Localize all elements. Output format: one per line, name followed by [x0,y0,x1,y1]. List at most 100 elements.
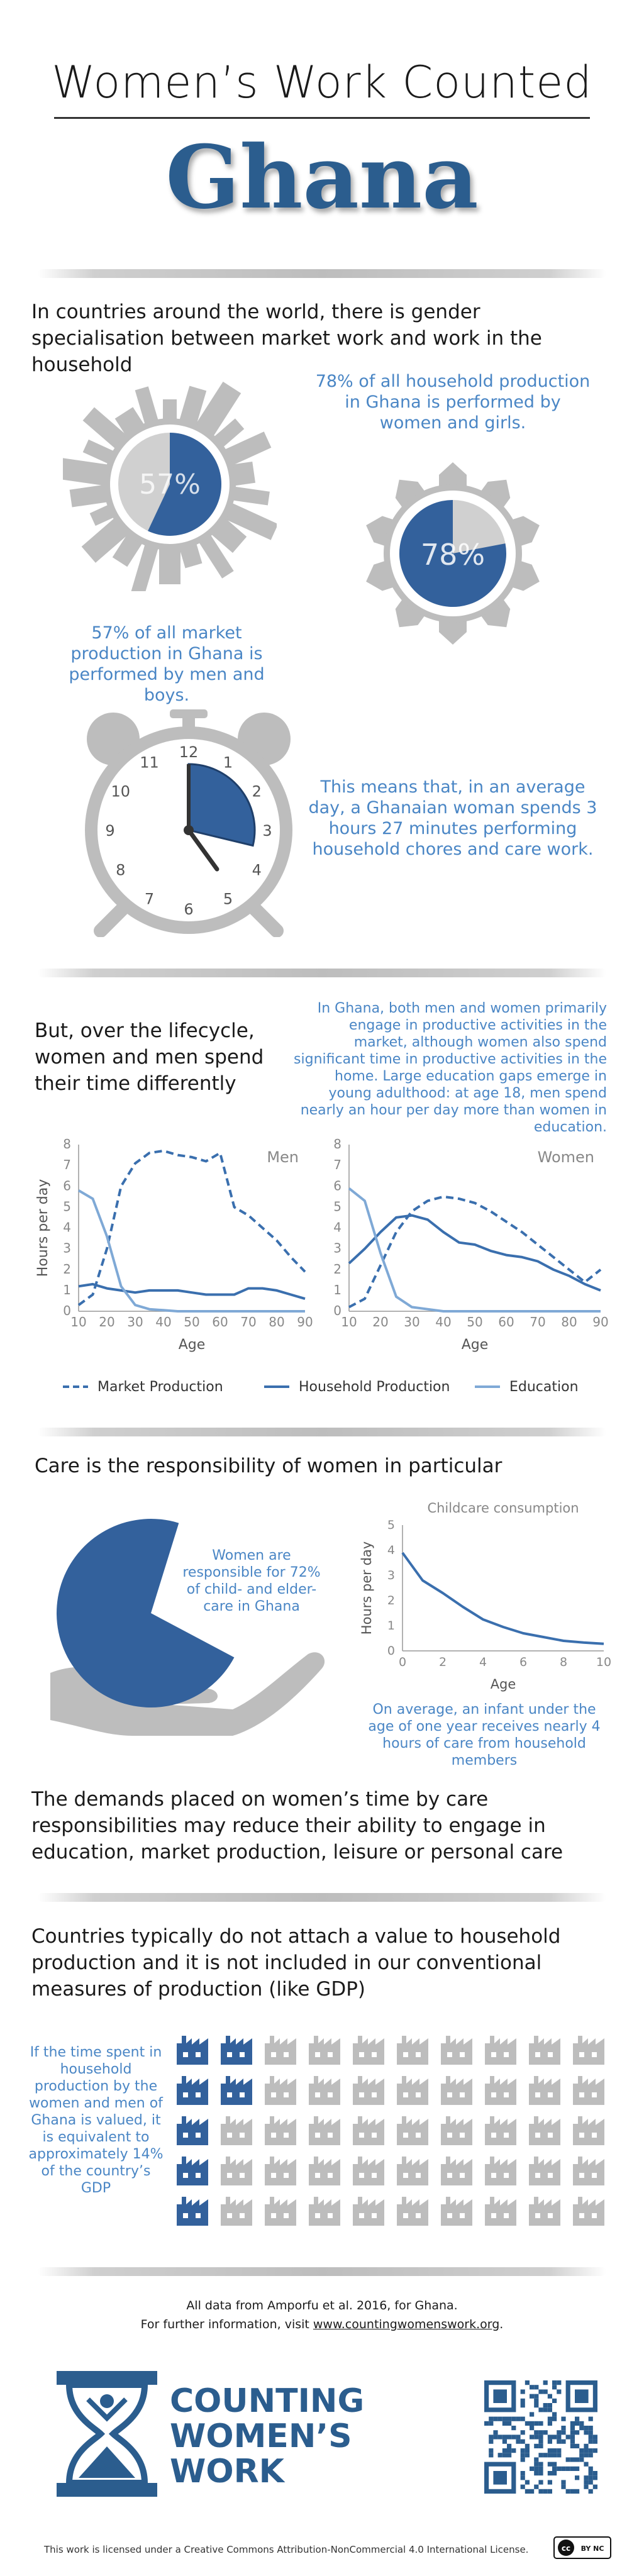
factory-icon [309,2036,340,2065]
divider-brush-4 [38,1893,606,1902]
factory-icon [529,2157,560,2185]
x-tick-label: 80 [561,1314,577,1330]
factory-icon [221,2116,252,2145]
legend-market-label: Market Production [97,1379,223,1395]
factory-icon [265,2116,296,2145]
x-tick-label: 30 [404,1314,419,1330]
factory-icon [265,2036,296,2065]
market-caption: 57% of all market production in Ghana is… [69,623,265,705]
clock-number: 3 [262,822,272,840]
factory-icon [265,2197,296,2226]
y-tick-label: 4 [333,1220,341,1235]
x-axis-label: Age [179,1337,206,1353]
factory-icon [441,2197,472,2226]
clock-number: 7 [145,890,154,908]
hourglass-logo-icon [57,2371,157,2497]
intro-text: In countries around the world, there is … [31,301,542,376]
factory-icon [573,2036,604,2065]
chart-legend: Market Production Household Production E… [63,1379,579,1395]
care-pie-slice [57,1519,235,1707]
clock-number: 2 [252,783,262,801]
building-icon [217,499,277,540]
country-name: Ghana [165,126,479,228]
factory-icon [177,2116,208,2145]
factory-icon [573,2116,604,2145]
title-divider [54,117,590,119]
factory-icon [529,2036,560,2065]
factory-icon [441,2157,472,2185]
y-tick-label: 2 [333,1262,341,1277]
men-time-chart: 10 20 30 40 50 60 70 80 90 0 1 2 3 4 5 6 7 8 Men Age Hours p… [35,1136,313,1353]
x-tick-label: 50 [184,1314,199,1330]
series-line-household-production [348,1214,601,1292]
website-link[interactable]: www.countingwomenswork.org [313,2318,500,2331]
factory-icon [309,2197,340,2226]
more-info-suffix: . [499,2318,504,2331]
series-line-household-production [78,1282,306,1301]
factory-icon [353,2197,384,2226]
women-time-chart: 10 20 30 40 50 60 70 80 90 0 1 2 3 4 5 6 7 8 Women Age [333,1136,608,1353]
x-axis-label: Age [462,1337,489,1353]
building-icon [224,485,270,506]
x-tick-label: 90 [592,1314,608,1330]
factory-icon [353,2076,384,2105]
qr-code-icon[interactable] [484,2380,597,2494]
chart-title: Women [538,1148,594,1166]
factory-icon [353,2036,384,2065]
factory-icon [397,2116,428,2145]
clock-number: 10 [111,783,130,801]
license-text: This work is licensed under a Creative C… [44,2544,529,2555]
care-heading: Care is the responsibility of women in p… [35,1455,502,1477]
x-tick-label: 40 [155,1314,171,1330]
y-tick-label: 5 [333,1199,341,1214]
x-tick-label: 8 [560,1655,567,1669]
market-pie-label: 57% [139,469,201,501]
y-tick-label: 8 [333,1136,341,1152]
series-line-education [348,1187,601,1313]
childcare-chart: 0 2 4 6 8 10 0 1 2 3 4 5 Childcare consumption Age Hou… [359,1501,611,1692]
y-tick-label: 1 [387,1619,395,1633]
y-tick-label: 8 [63,1136,71,1152]
factory-icon [177,2076,208,2105]
x-axis-label: Age [491,1677,516,1692]
y-tick-label: 5 [63,1199,71,1214]
factory-icon [397,2197,428,2226]
care-demands-text: The demands placed on women’s time by ca… [31,1788,564,1863]
factory-icon [309,2116,340,2145]
clock-number: 5 [223,890,233,908]
logo-line-2: WOMEN’S [170,2418,352,2455]
factory-icon [573,2197,604,2226]
factory-icon [573,2076,604,2105]
series-line-market-production [77,1149,306,1306]
x-tick-label: 2 [439,1655,447,1669]
y-axis-label: Hours per day [359,1541,374,1635]
series-line-market-production [348,1195,602,1309]
clock-caption: This means that, in an average day, a Gh… [308,777,597,859]
factory-icon [397,2036,428,2065]
creative-commons-badge-icon[interactable]: cc BY NC [553,2536,611,2559]
y-tick-label: 3 [387,1568,395,1582]
factory-icon [485,2036,516,2065]
logo-text: COUNTING WOMEN’S WORK [170,2384,364,2489]
legend-education-label: Education [509,1379,579,1395]
x-tick-label: 90 [297,1314,313,1330]
clock-number: 11 [140,754,159,772]
factory-icon [177,2036,208,2065]
factory-icon [529,2197,560,2226]
series-line-education [77,1189,305,1313]
x-tick-label: 4 [479,1655,487,1669]
gdp-caption: If the time spent in household productio… [28,2045,164,2196]
factory-icon [397,2157,428,2185]
divider-brush-2 [38,969,606,977]
y-tick-label: 6 [63,1178,71,1193]
household-pie-label: 78% [421,538,485,572]
x-tick-label: 60 [212,1314,228,1330]
y-tick-label: 0 [63,1303,71,1318]
x-tick-label: 20 [99,1314,114,1330]
x-tick-label: 0 [399,1655,406,1669]
factory-icon [485,2197,516,2226]
gdp-heading: Countries typically do not attach a valu… [31,1925,561,2001]
factory-icon [573,2157,604,2185]
factory-icon [441,2076,472,2105]
y-tick-label: 1 [63,1282,71,1297]
